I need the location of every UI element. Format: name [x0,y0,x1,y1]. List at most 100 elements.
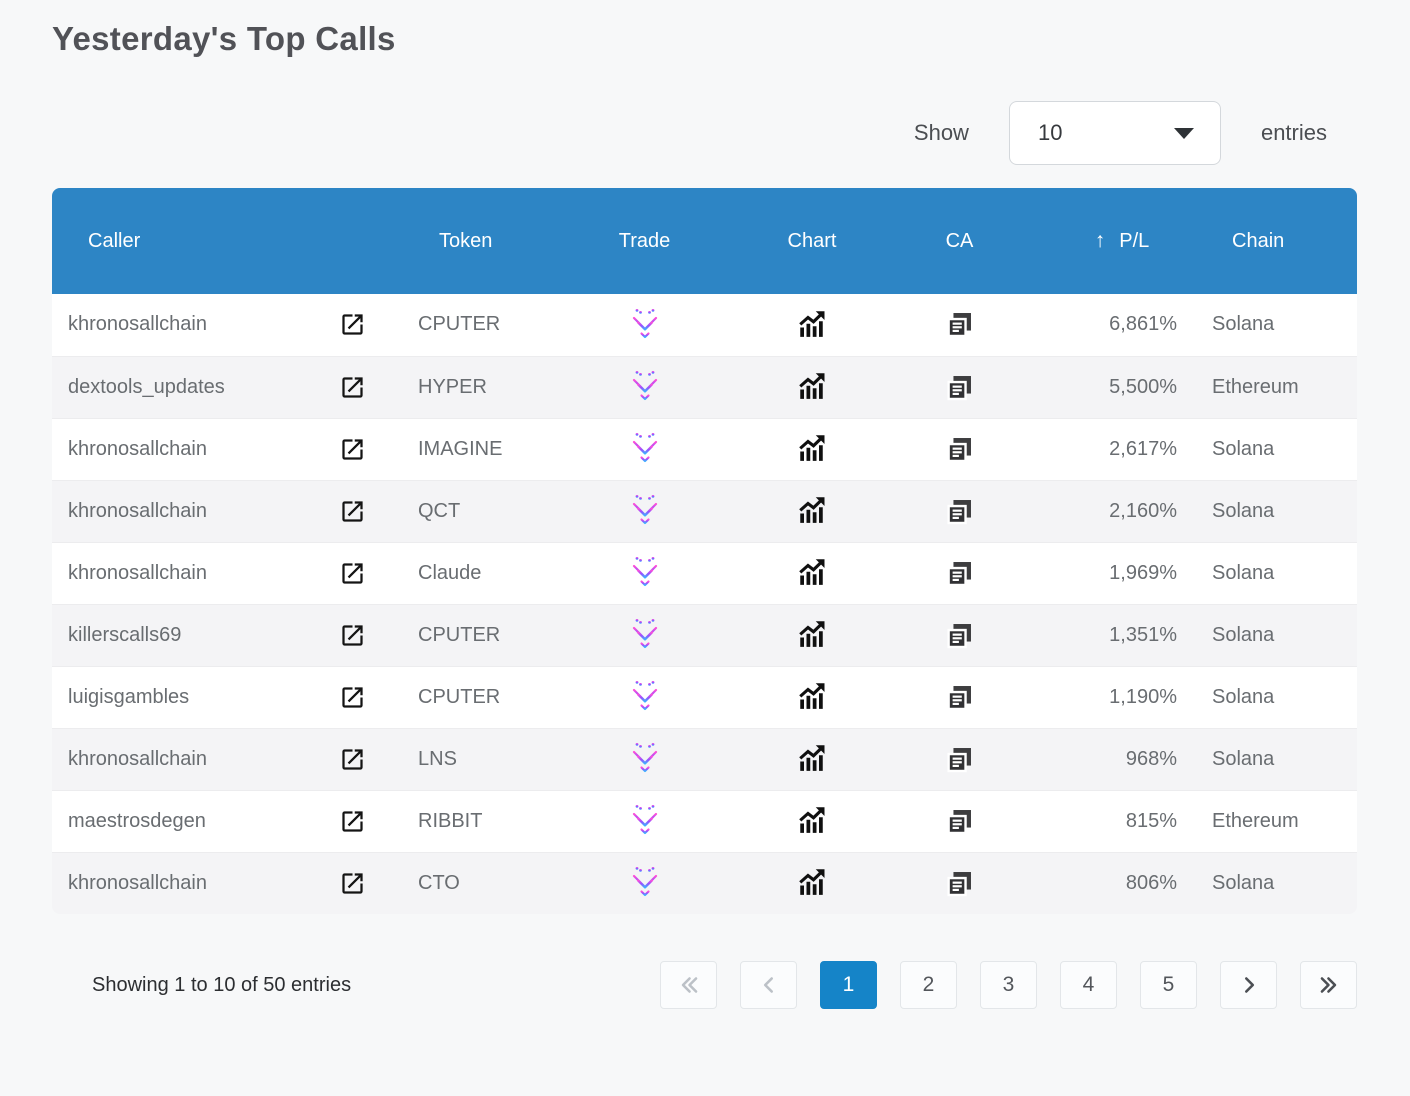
maestro-trade-icon[interactable] [630,556,660,590]
column-header-token[interactable]: Token [387,188,552,294]
caller-name: luigisgambles [68,685,190,708]
chart-icon[interactable] [797,868,827,898]
page-size-select[interactable]: 10 [1008,101,1221,165]
caller-name: khronosallchain [68,313,207,336]
pl-value: 1,969% [1109,561,1177,584]
token-name: Claude [418,561,482,584]
maestro-trade-icon[interactable] [630,370,660,404]
chain-name: Solana [1212,313,1275,336]
table-row: killerscalls69 CPUTER [52,604,1357,666]
caller-name: khronosallchain [68,561,207,584]
table-header-row: Caller Token Trade Chart CA ↑ P/L Chain [52,188,1357,294]
token-name: LNS [418,747,457,770]
page-size-value: 10 [1037,120,1063,145]
double-chevron-right-icon [1320,977,1336,993]
copy-contract-icon[interactable] [945,559,974,588]
page-button-5[interactable]: 5 [1140,961,1197,1009]
caller-name: maestrosdegen [68,809,206,832]
open-in-new-icon[interactable] [339,560,366,587]
maestro-trade-icon[interactable] [630,742,660,776]
chart-icon[interactable] [797,434,827,464]
maestro-trade-icon[interactable] [630,680,660,714]
token-name: QCT [418,499,461,522]
entries-summary: Showing 1 to 10 of 50 entries [92,973,352,996]
table-row: khronosallchain IMAGINE [52,418,1357,480]
table-row: khronosallchain CTO [52,852,1357,914]
chain-name: Solana [1212,499,1275,522]
last-page-button[interactable] [1300,961,1357,1009]
open-in-new-icon[interactable] [339,870,366,897]
column-header-chart[interactable]: Chart [737,188,887,294]
pagination: 1 2 3 4 5 [660,961,1357,1009]
chart-icon[interactable] [797,806,827,836]
column-header-trade[interactable]: Trade [552,188,737,294]
token-name: CPUTER [418,313,501,336]
pl-value: 815% [1125,809,1177,832]
chevron-right-icon [1244,977,1254,993]
copy-contract-icon[interactable] [945,745,974,774]
open-in-new-icon[interactable] [339,622,366,649]
token-name: CTO [418,871,460,894]
page-title: Yesterday's Top Calls [52,20,396,57]
page-button-2[interactable]: 2 [900,961,957,1009]
maestro-trade-icon[interactable] [630,432,660,466]
open-in-new-icon[interactable] [339,684,366,711]
chart-icon[interactable] [797,496,827,526]
copy-contract-icon[interactable] [945,435,974,464]
previous-page-button[interactable] [740,961,797,1009]
table-footer: Showing 1 to 10 of 50 entries 1 2 3 4 5 [52,961,1357,1009]
table-body: khronosallchain CPUTER [52,294,1357,914]
chart-icon[interactable] [797,372,827,402]
chart-icon[interactable] [797,682,827,712]
chart-icon[interactable] [797,620,827,650]
copy-contract-icon[interactable] [945,373,974,402]
sort-ascending-icon: ↑ [1094,229,1106,252]
caller-name: dextools_updates [68,375,225,398]
chart-icon[interactable] [797,558,827,588]
open-in-new-icon[interactable] [339,436,366,463]
table-row: khronosallchain Claude [52,542,1357,604]
table-row: khronosallchain QCT [52,480,1357,542]
maestro-trade-icon[interactable] [630,804,660,838]
copy-contract-icon[interactable] [945,497,974,526]
next-page-button[interactable] [1220,961,1277,1009]
token-name: CPUTER [418,685,501,708]
copy-contract-icon[interactable] [945,807,974,836]
caller-name: killerscalls69 [68,623,182,646]
table-row: luigisgambles CPUTER [52,666,1357,728]
maestro-trade-icon[interactable] [630,494,660,528]
maestro-trade-icon[interactable] [630,308,660,342]
pl-value: 968% [1125,747,1177,770]
chart-icon[interactable] [797,744,827,774]
caller-name: khronosallchain [68,499,207,522]
pl-header-label: P/L [1119,230,1150,252]
column-header-caller[interactable]: Caller [52,188,317,294]
caller-name: khronosallchain [68,437,207,460]
chain-name: Ethereum [1212,809,1299,832]
column-header-pl[interactable]: ↑ P/L [1032,188,1212,294]
page-button-4[interactable]: 4 [1060,961,1117,1009]
page-button-1[interactable]: 1 [820,961,877,1009]
entries-control: Show 10 entries [52,100,1357,166]
copy-contract-icon[interactable] [945,621,974,650]
page-button-3[interactable]: 3 [980,961,1037,1009]
first-page-button[interactable] [660,961,717,1009]
open-in-new-icon[interactable] [339,311,366,338]
column-header-chain[interactable]: Chain [1212,188,1357,294]
maestro-trade-icon[interactable] [630,866,660,900]
open-in-new-icon[interactable] [339,746,366,773]
open-in-new-icon[interactable] [339,498,366,525]
chart-icon[interactable] [797,310,827,340]
open-in-new-icon[interactable] [339,808,366,835]
pl-value: 806% [1125,871,1177,894]
open-in-new-icon[interactable] [339,374,366,401]
column-header-ca[interactable]: CA [887,188,1032,294]
maestro-trade-icon[interactable] [630,618,660,652]
pl-value: 2,617% [1109,437,1177,460]
caret-down-icon [1173,127,1194,139]
copy-contract-icon[interactable] [945,683,974,712]
copy-contract-icon[interactable] [945,310,974,339]
double-chevron-left-icon [681,977,697,993]
copy-contract-icon[interactable] [945,869,974,898]
column-header-link [317,188,387,294]
